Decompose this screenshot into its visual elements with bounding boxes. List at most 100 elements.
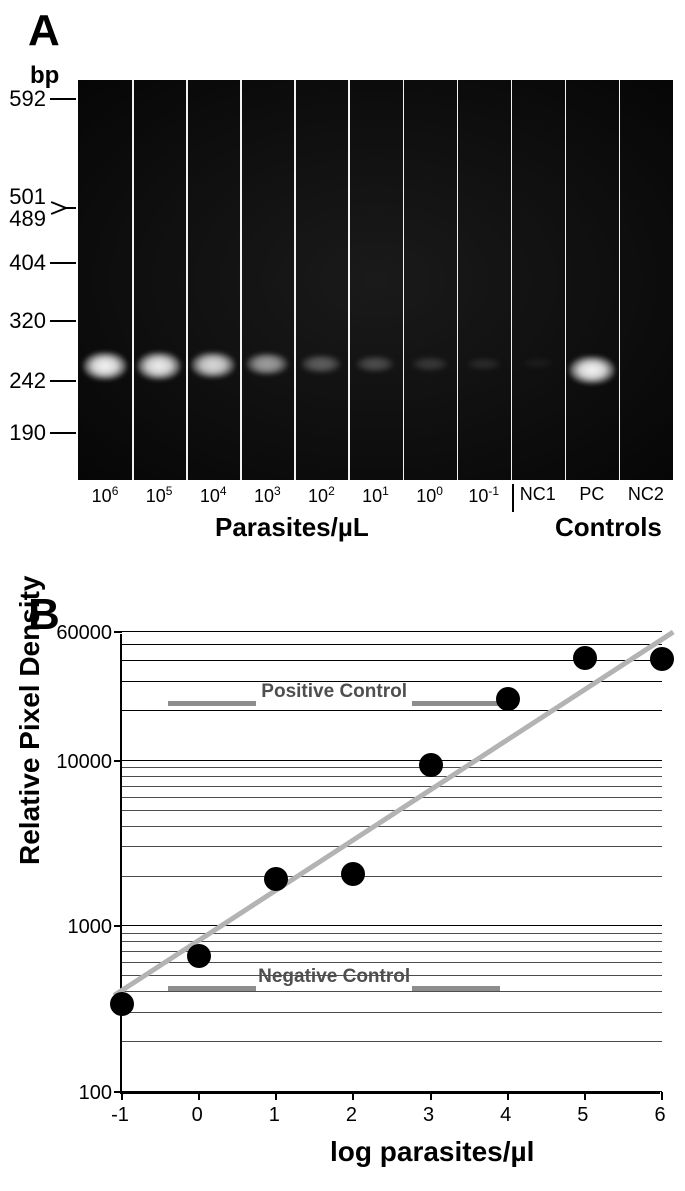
lane-group-separator [512,484,514,512]
data-point [419,753,443,777]
lane-label: 101 [362,484,389,507]
x-tick-label: 0 [192,1104,203,1127]
gel-image [78,80,673,480]
negative-control-line [168,986,256,991]
ladder-mark-489: 489 [0,206,46,232]
gridline [122,1012,662,1013]
ladder-mark-320: 320 [0,308,46,334]
x-tick-label: 3 [423,1104,434,1127]
negative-control-label: Negative Control [258,966,410,988]
gridline [122,991,662,992]
x-tick-label: 1 [269,1104,280,1127]
y-tick-label: 100 [42,1082,112,1105]
panel-a-label: A [28,6,60,56]
data-point [650,647,674,671]
y-tick-label: 60000 [42,622,112,645]
x-tick-label: 5 [577,1104,588,1127]
lane-label: 104 [200,484,227,507]
panel-a: A bp 592501489404320242190 1061051041031… [0,0,685,570]
ladder-mark-190: 190 [0,420,46,446]
lane-separator [294,80,296,480]
gridline [122,1091,662,1092]
gridline [122,941,662,942]
gel-band [569,356,615,384]
positive-control-label: Positive Control [261,681,407,703]
controls-group-label: Controls [555,512,662,543]
x-tick [661,1092,663,1100]
x-tick-label: 4 [500,1104,511,1127]
lane-label: 105 [146,484,173,507]
gel-band [191,352,235,378]
gel-band [523,358,553,368]
ladder-mark-404: 404 [0,250,46,276]
lane-separator [565,80,567,480]
lane-label: 103 [254,484,281,507]
x-tick-label: -1 [111,1104,129,1127]
gridline [122,925,662,926]
ladder-tick [50,432,76,434]
data-point [187,944,211,968]
parasites-axis-label: Parasites/µL [215,512,369,543]
x-tick-label: 6 [654,1104,665,1127]
lane-separator [240,80,242,480]
gridline [122,786,662,787]
lane-label: NC2 [628,484,664,505]
gridline [122,826,662,827]
gridline [122,1041,662,1042]
lane-separator [132,80,134,480]
lane-label: 10-1 [468,484,499,507]
y-tick-label: 10000 [42,751,112,774]
x-axis-title: log parasites/µl [330,1136,534,1168]
panel-b: B Relative Pixel Density Positive Contro… [0,590,685,1180]
data-point [573,646,597,670]
gridline [122,776,662,777]
lane-separator [186,80,188,480]
gel-band [301,355,341,373]
gridline [122,846,662,847]
x-tick-label: 2 [346,1104,357,1127]
gridline [122,767,662,768]
gridline [122,760,662,761]
gel-band [467,358,501,370]
scatter-plot: Positive Control Negative Control [120,634,660,1094]
lane-label: 100 [416,484,443,507]
x-tick [430,1092,432,1100]
y-axis-title: Relative Pixel Density [14,576,46,865]
gel-band [246,353,288,375]
lane-labels: 10610510410310210110010-1NC1PCNC2 [78,484,673,512]
x-tick [584,1092,586,1100]
positive-control-line [412,701,500,706]
data-point [110,992,134,1016]
gel-band [137,352,181,380]
lane-separator [403,80,405,480]
y-tick [114,925,122,927]
y-tick [114,631,122,633]
y-tick [114,760,122,762]
ladder-tick [50,380,76,382]
x-tick [352,1092,354,1100]
lane-separator [619,80,621,480]
lane-label: 106 [92,484,119,507]
gridline [122,644,662,645]
lane-label: NC1 [520,484,556,505]
data-point [496,687,520,711]
ladder-mark-242: 242 [0,368,46,394]
ladder-tick [50,262,76,264]
lane-separator [457,80,459,480]
ladder-tick [50,320,76,322]
data-point [264,867,288,891]
ladder-tick-fork [66,207,76,209]
gel-band [83,352,127,380]
lane-separator [511,80,513,480]
x-tick [198,1092,200,1100]
negative-control-line [412,986,500,991]
x-tick [275,1092,277,1100]
gel-band [412,357,448,371]
x-tick [507,1092,509,1100]
x-tick [121,1092,123,1100]
gel-band [356,356,394,372]
lane-separator [348,80,350,480]
positive-control-line [168,701,256,706]
y-tick-label: 1000 [42,916,112,939]
ladder-tick [50,98,76,100]
